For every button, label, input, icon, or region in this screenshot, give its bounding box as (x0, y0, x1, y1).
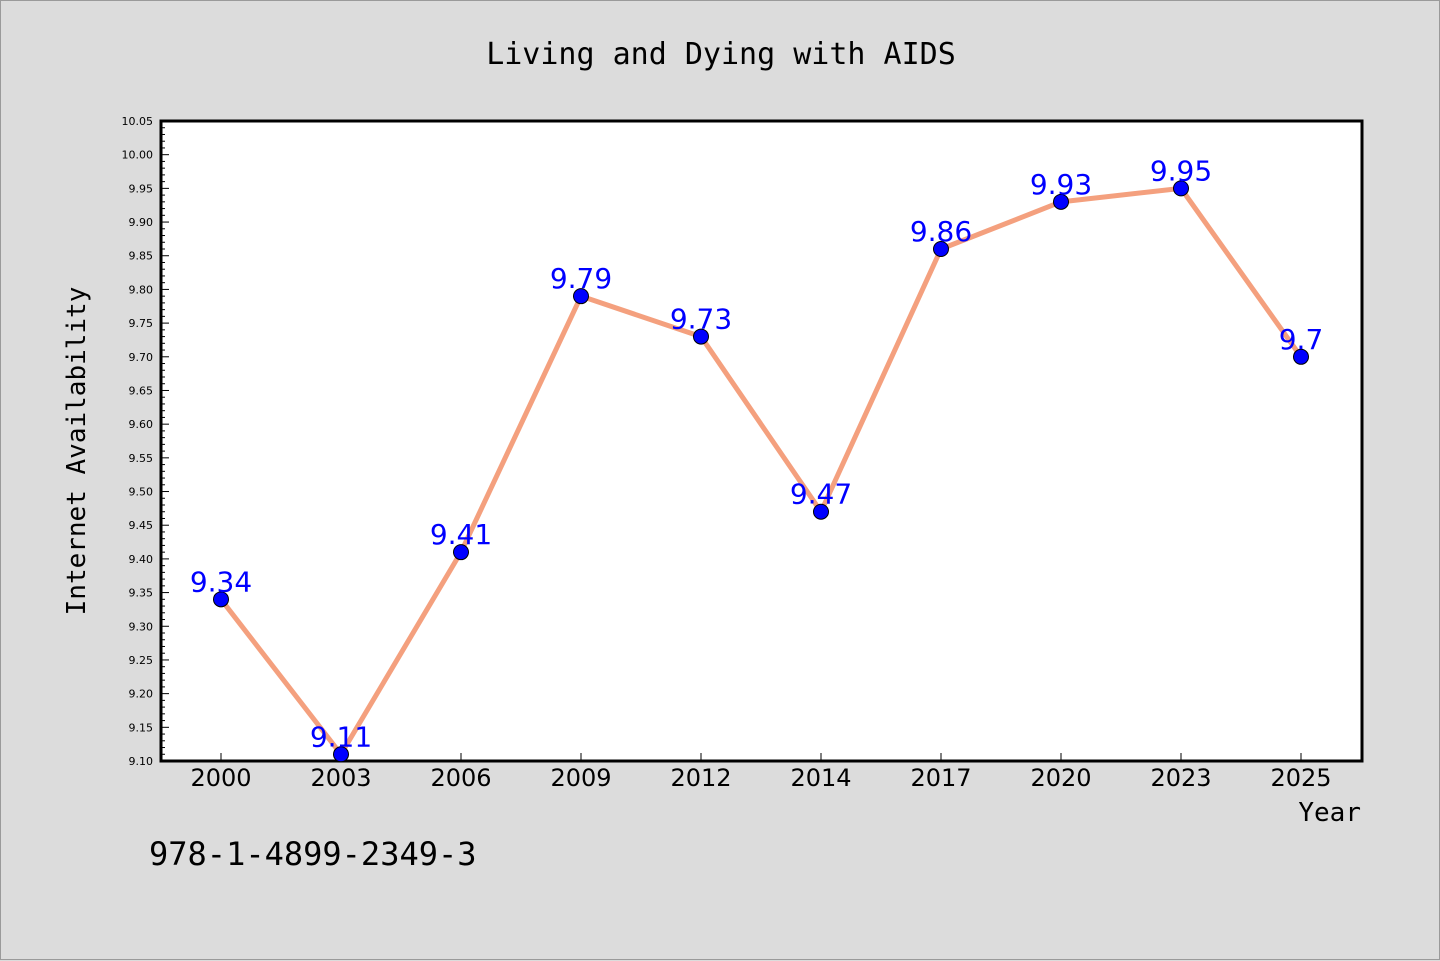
data-label: 9.11 (310, 720, 372, 753)
plot-area (159, 119, 1364, 763)
y-tick-label: 9.45 (129, 519, 154, 532)
x-tick-label: 2000 (190, 764, 251, 792)
data-labels-group: 9.34 9.11 9.41 9.79 9.73 9.47 9.86 9.93 9.95 9.7 (190, 154, 1323, 753)
y-tick-label: 9.20 (129, 688, 154, 701)
data-label: 9.73 (670, 303, 732, 336)
y-tick-label: 9.95 (129, 182, 154, 195)
data-point (453, 544, 469, 561)
y-tick-label: 9.55 (129, 452, 154, 465)
data-label: 9.86 (910, 215, 972, 248)
y-tick-label: 9.40 (129, 553, 154, 566)
isbn-annotation: 978-1-4899-2349-3 (149, 835, 477, 873)
x-axis-label: Year (1298, 798, 1361, 828)
data-label: 9.47 (790, 478, 852, 511)
data-label: 9.34 (190, 565, 252, 598)
data-point (693, 328, 709, 345)
y-tick-label: 9.15 (129, 721, 154, 734)
y-tick-label: 9.65 (129, 384, 154, 397)
y-tick-label: 9.70 (129, 351, 154, 364)
y-tick-label: 9.50 (129, 486, 154, 499)
y-tick-label: 9.35 (129, 587, 154, 600)
data-point (213, 591, 229, 608)
chart-title: Living and Dying with AIDS (486, 37, 956, 72)
y-tick-label: 10.05 (122, 115, 154, 128)
data-label: 9.7 (1279, 323, 1324, 356)
data-point (1173, 180, 1189, 197)
y-tick-label: 9.30 (129, 620, 154, 633)
x-axis: 2000 2003 2006 2009 2012 2014 2017 2020 2023 2025 (190, 753, 1332, 792)
y-tick-label: 9.90 (129, 216, 154, 229)
x-tick-label: 2020 (1030, 764, 1091, 792)
y-tick-label: 9.80 (129, 283, 154, 296)
x-tick-label: 2014 (790, 764, 851, 792)
x-tick-label: 2006 (430, 764, 491, 792)
data-point (1293, 348, 1309, 365)
x-tick-label: 2023 (1150, 764, 1211, 792)
x-tick-label: 2009 (550, 764, 611, 792)
y-tick-label: 9.60 (129, 418, 154, 431)
data-point (333, 746, 349, 763)
x-tick-label: 2025 (1270, 764, 1331, 792)
data-label: 9.95 (1150, 154, 1212, 187)
x-tick-label: 2012 (670, 764, 731, 792)
data-label: 9.41 (430, 518, 492, 551)
data-point (1053, 193, 1069, 210)
data-point (573, 288, 589, 305)
x-tick-label: 2017 (910, 764, 971, 792)
series-line (218, 185, 1304, 757)
y-axis: 9.10 9.15 9.20 9.25 9.30 9.35 9.40 9.45 9.50 9.55… (122, 115, 169, 768)
series-line-group (218, 185, 1304, 757)
y-tick-label: 9.25 (129, 654, 154, 667)
y-tick-label: 9.75 (129, 317, 154, 330)
data-label: 9.79 (550, 262, 612, 295)
data-label: 9.93 (1030, 168, 1092, 201)
x-tick-label: 2003 (310, 764, 371, 792)
y-tick-label: 9.10 (129, 755, 154, 768)
series-markers-group (213, 180, 1309, 763)
y-axis-label: Internet Availability (62, 287, 92, 616)
data-point (813, 503, 829, 520)
y-tick-label: 10.00 (122, 149, 154, 162)
y-tick-label: 9.85 (129, 250, 154, 263)
data-point (933, 241, 949, 257)
